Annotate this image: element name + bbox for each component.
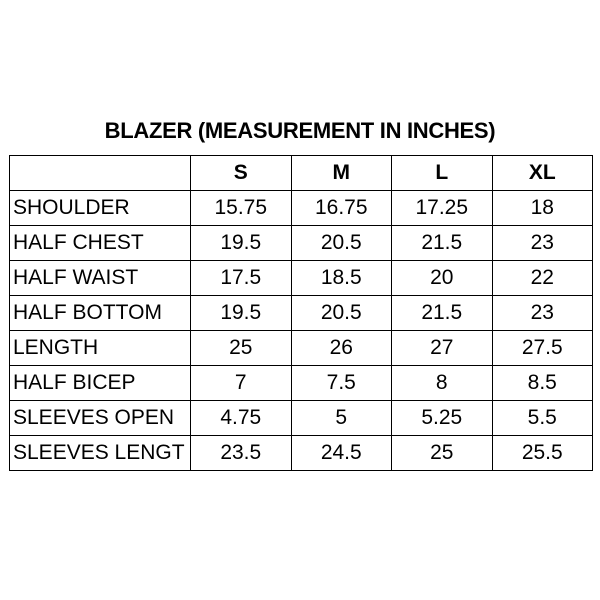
- table-cell: 27: [391, 330, 493, 366]
- row-label: SLEEVES OPEN: [9, 400, 191, 436]
- table-cell: 8: [391, 365, 493, 401]
- table-cell: 21.5: [391, 295, 493, 331]
- table-cell: 25.5: [491, 435, 593, 471]
- row-label: HALF BICEP: [9, 365, 191, 401]
- table-row: HALF BOTTOM 19.5 20.5 21.5 23: [9, 295, 593, 331]
- table-cell: 23.5: [190, 435, 292, 471]
- table-row: LENGTH 25 26 27 27.5: [9, 330, 593, 366]
- table-cell: 18.5: [290, 260, 392, 296]
- table-cell: 18: [491, 190, 593, 226]
- table-cell: 17.25: [391, 190, 493, 226]
- table-row: HALF WAIST 17.5 18.5 20 22: [9, 260, 593, 296]
- table-cell: 20: [391, 260, 493, 296]
- table-cell: 5.5: [491, 400, 593, 436]
- table-cell: 5.25: [391, 400, 493, 436]
- table-cell: 8.5: [491, 365, 593, 401]
- table-cell: 24.5: [290, 435, 392, 471]
- table-cell: 25: [190, 330, 292, 366]
- row-label: SHOULDER: [9, 190, 191, 226]
- size-chart-table: S M L XL SHOULDER 15.75 16.75 17.25 18 HALF C…: [9, 155, 593, 471]
- column-header: M: [290, 155, 392, 191]
- page-title: BLAZER (MEASUREMENT IN INCHES): [104, 118, 496, 143]
- column-header: [9, 155, 191, 191]
- table-cell: 15.75: [190, 190, 292, 226]
- table-cell: 17.5: [190, 260, 292, 296]
- table-cell: 20.5: [290, 225, 392, 261]
- table-cell: 7: [190, 365, 292, 401]
- table-cell: 23: [491, 295, 593, 331]
- column-header: L: [391, 155, 493, 191]
- table-cell: 25: [391, 435, 493, 471]
- table-cell: 21.5: [391, 225, 493, 261]
- table-cell: 5: [290, 400, 392, 436]
- header-row: S M L XL: [9, 155, 593, 191]
- table-cell: 22: [491, 260, 593, 296]
- table-row: HALF BICEP 7 7.5 8 8.5: [9, 365, 593, 401]
- table-cell: 7.5: [290, 365, 392, 401]
- row-label: HALF BOTTOM: [9, 295, 191, 331]
- table-cell: 16.75: [290, 190, 392, 226]
- row-label: HALF CHEST: [9, 225, 191, 261]
- table-cell: 23: [491, 225, 593, 261]
- table-cell: 19.5: [190, 225, 292, 261]
- table-row: SLEEVES LENGT 23.5 24.5 25 25.5: [9, 435, 593, 471]
- row-label: HALF WAIST: [9, 260, 191, 296]
- table-cell: 19.5: [190, 295, 292, 331]
- table-row: SHOULDER 15.75 16.75 17.25 18: [9, 190, 593, 226]
- row-label: SLEEVES LENGT: [9, 435, 191, 471]
- column-header: XL: [491, 155, 593, 191]
- table-row: HALF CHEST 19.5 20.5 21.5 23: [9, 225, 593, 261]
- table-cell: 26: [290, 330, 392, 366]
- table-cell: 4.75: [190, 400, 292, 436]
- table-cell: 20.5: [290, 295, 392, 331]
- table-cell: 27.5: [491, 330, 593, 366]
- column-header: S: [190, 155, 292, 191]
- table-row: SLEEVES OPEN 4.75 5 5.25 5.5: [9, 400, 593, 436]
- row-label: LENGTH: [9, 330, 191, 366]
